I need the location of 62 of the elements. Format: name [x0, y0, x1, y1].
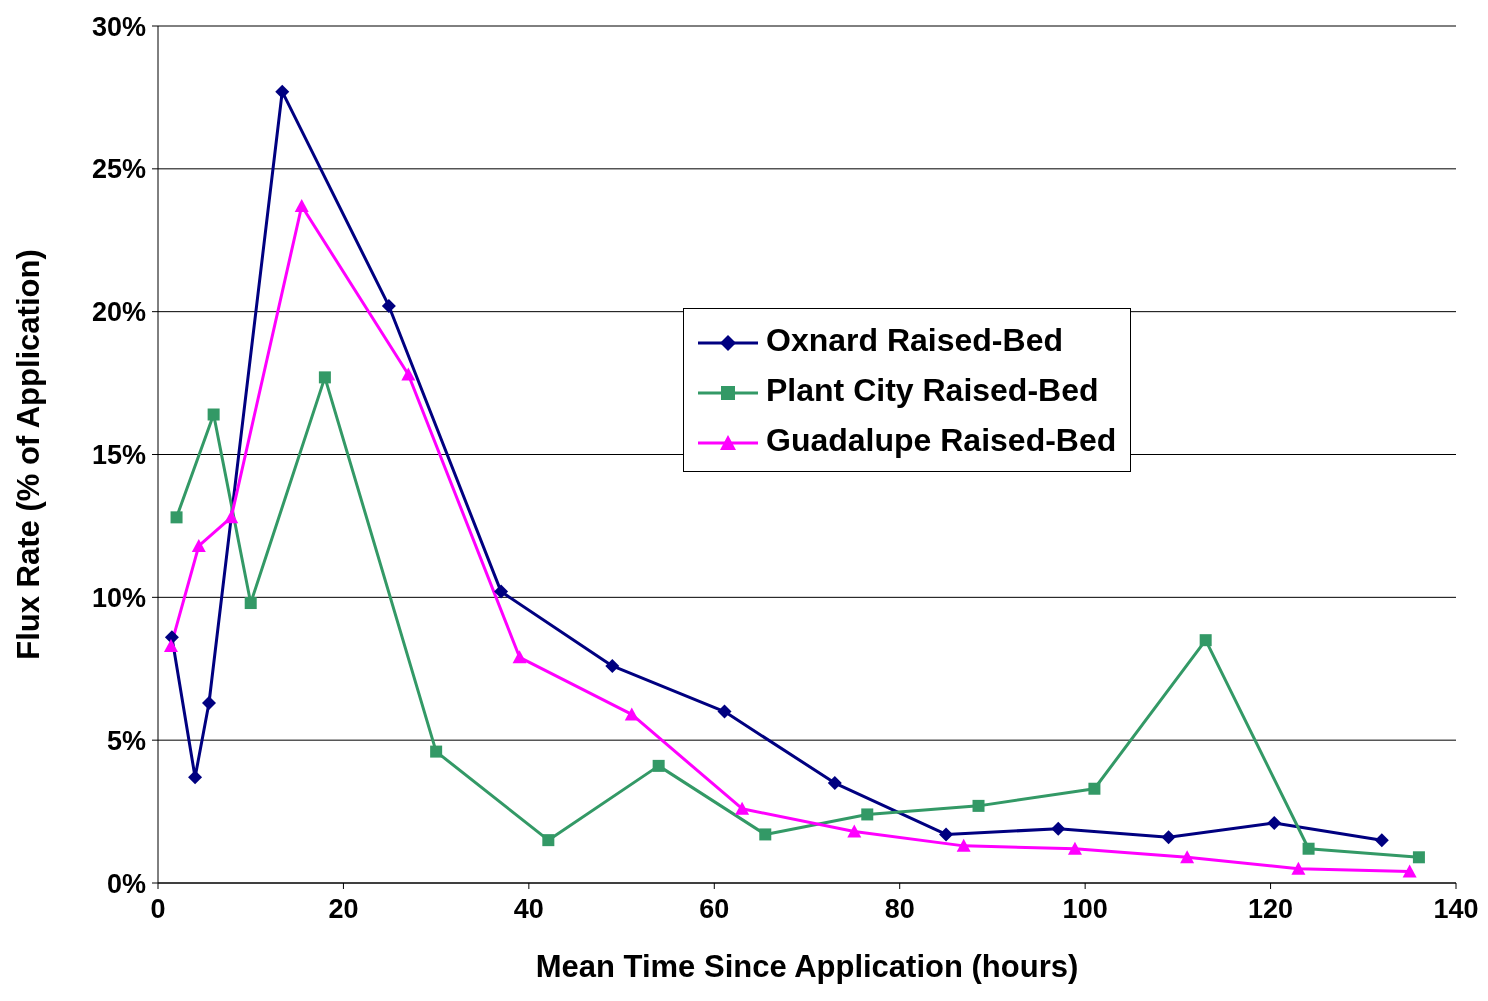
point [430, 745, 443, 758]
point [1199, 634, 1212, 647]
point [1267, 816, 1282, 831]
point [318, 371, 331, 384]
point [861, 808, 874, 821]
point [1402, 864, 1417, 878]
point [1412, 851, 1425, 864]
x-tick-label: 140 [1433, 894, 1479, 925]
point [170, 511, 183, 524]
x-tick-label: 100 [1062, 894, 1108, 925]
point [827, 776, 842, 791]
point [294, 198, 309, 212]
point [1161, 830, 1176, 845]
y-axis-title: Flux Rate (% of Application) [11, 249, 47, 660]
y-tick-label: 30% [91, 11, 146, 42]
point [191, 538, 206, 552]
point [847, 824, 862, 838]
x-tick-label: 60 [699, 894, 730, 925]
point [735, 801, 750, 815]
point [244, 597, 257, 610]
point [275, 84, 290, 99]
legend-label: Oxnard Raised-Bed [766, 322, 1063, 358]
legend-label: Plant City Raised-Bed [766, 372, 1099, 408]
point [605, 658, 620, 673]
x-tick-label: 120 [1248, 894, 1294, 925]
point [494, 584, 509, 599]
legend-label: Guadalupe Raised-Bed [766, 422, 1117, 458]
point [401, 367, 416, 381]
point [201, 696, 216, 711]
point [1067, 841, 1082, 855]
y-tick-label: 20% [91, 297, 146, 328]
point [542, 834, 555, 847]
y-tick-label: 10% [91, 582, 146, 613]
point [224, 510, 239, 524]
x-tick-label: 40 [513, 894, 544, 925]
point [1051, 821, 1066, 836]
point [381, 298, 396, 313]
point [1374, 833, 1389, 848]
point [652, 759, 665, 772]
point [1088, 782, 1101, 795]
point [163, 638, 178, 652]
x-tick-label: 80 [884, 894, 915, 925]
point [512, 650, 527, 664]
y-tick-label: 25% [91, 154, 146, 185]
point [939, 827, 954, 842]
y-tick-label: 15% [91, 440, 146, 471]
x-tick-label: 20 [328, 894, 359, 925]
x-axis-title: Mean Time Since Application (hours) [535, 949, 1079, 984]
point [207, 408, 220, 421]
y-tick-label: 5% [106, 725, 146, 756]
point [759, 828, 772, 841]
point [164, 630, 179, 645]
point [624, 707, 639, 721]
point [972, 799, 985, 812]
y-tick-label: 0% [106, 868, 146, 899]
point [1302, 842, 1315, 855]
point [956, 838, 971, 852]
point [717, 704, 732, 719]
point [1180, 850, 1195, 864]
point [188, 770, 203, 785]
x-tick-label: 0 [150, 894, 166, 925]
point [1291, 861, 1306, 875]
